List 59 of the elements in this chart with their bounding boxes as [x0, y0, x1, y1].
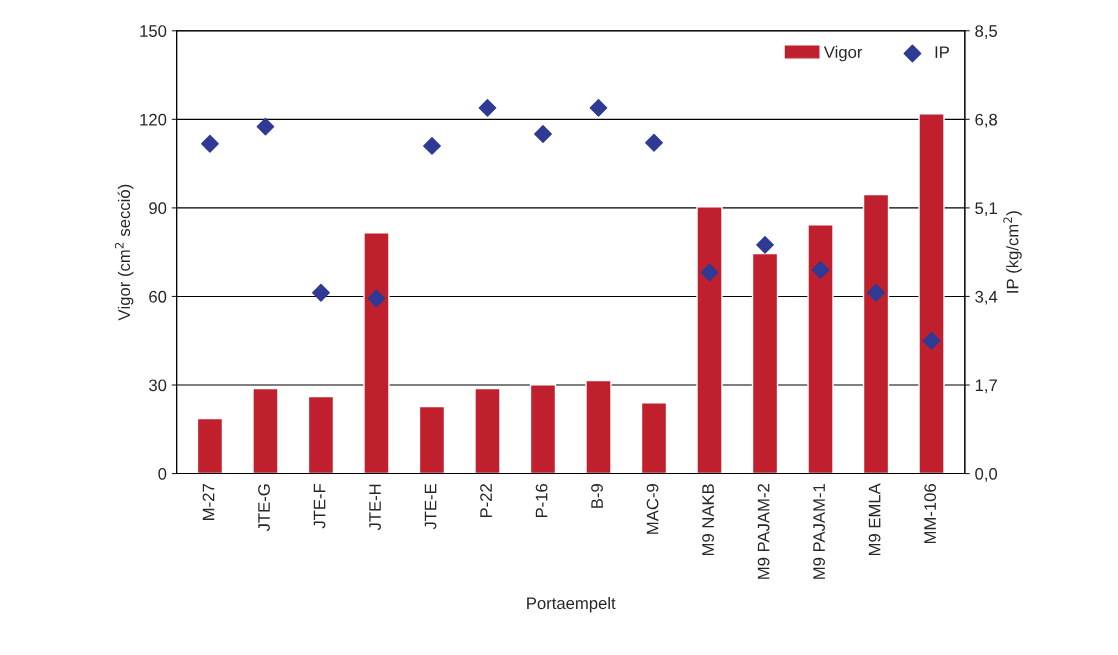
point: [256, 117, 275, 136]
point: [367, 289, 386, 308]
bar: [307, 395, 335, 474]
point: [922, 331, 941, 350]
bar: [529, 384, 557, 474]
x-tick-label: JTE-G: [258, 484, 270, 532]
bar: [751, 252, 779, 474]
x-tick-label: B-9: [591, 484, 603, 508]
y-tick-label: 0: [158, 467, 167, 480]
x-tick-label: MAC-9: [646, 484, 659, 534]
point: [589, 98, 608, 117]
y2-tick-label: 8,5: [975, 25, 998, 39]
x-tick-label: JTE-F: [313, 483, 326, 529]
legend-label: IP: [935, 46, 949, 58]
point: [423, 136, 441, 155]
point: [201, 134, 219, 153]
point: [478, 98, 497, 117]
bar: [918, 113, 945, 474]
bar: [696, 206, 723, 474]
point: [867, 283, 885, 302]
point: [645, 133, 663, 152]
y-tick-label: 150: [140, 25, 167, 37]
bar: [807, 224, 834, 474]
legend-label: Vigor: [823, 45, 863, 62]
bar: [585, 379, 612, 474]
y2-axis-title: IP (kg/cm$^{2}$): [1003, 211, 1022, 293]
x-tick-label: P-22: [480, 484, 492, 518]
bar: [252, 387, 279, 474]
x-axis-title: Portaempelt: [527, 596, 616, 613]
x-tick-label: MM-106: [924, 484, 936, 544]
y-axis-title: Vigor (cm$^{2}$ secció): [114, 184, 134, 321]
x-tick-label: JTE-H: [369, 484, 381, 531]
point: [534, 125, 552, 143]
bar: [862, 193, 890, 474]
point: [312, 283, 330, 302]
x-tick-label: M9 EMLA: [868, 483, 881, 556]
y-tick-label: 30: [149, 379, 167, 392]
x-tick-label: M-27: [202, 484, 215, 520]
y-tick-label: 90: [149, 202, 167, 215]
y-tick-label: 120: [140, 113, 167, 126]
x-tick-label: M9 PAJAM-2: [757, 484, 770, 579]
point: [756, 235, 774, 254]
x-tick-label: JTE-E: [424, 484, 437, 530]
bar: [418, 405, 446, 474]
bar: [363, 231, 390, 474]
x-tick-label: M9 NAKB: [702, 484, 714, 556]
y2-tick-label: 6,8: [975, 113, 997, 128]
point: [700, 263, 719, 282]
y2-tick-label: 0,0: [975, 467, 998, 482]
x-tick-label: P-16: [535, 484, 548, 518]
y2-tick-label: 5,1: [975, 202, 997, 217]
bar: [474, 387, 501, 474]
y2-tick-label: 1,7: [975, 379, 997, 394]
bar: [196, 417, 224, 474]
point: [811, 260, 830, 279]
x-tick-label: M9 PAJAM-1: [813, 484, 825, 579]
y2-tick-label: 3,4: [975, 290, 998, 305]
bar: [640, 402, 668, 474]
y-tick-label: 60: [149, 290, 167, 303]
